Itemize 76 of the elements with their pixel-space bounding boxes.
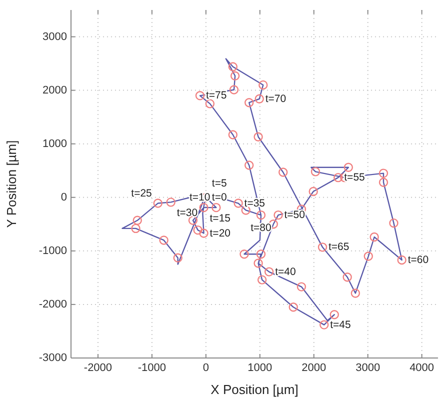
annotation: t=15 xyxy=(210,212,231,225)
x-tick-label: 2000 xyxy=(302,362,326,374)
point xyxy=(256,250,266,259)
point xyxy=(132,216,142,226)
y-tick-label: 2000 xyxy=(42,84,67,96)
annotation: t=20 xyxy=(210,227,231,240)
annotation: t=60 xyxy=(408,254,429,266)
annotation: t=30 xyxy=(176,207,198,220)
y-tick-label: -1000 xyxy=(38,244,67,257)
point xyxy=(228,62,238,72)
point xyxy=(193,225,202,235)
point xyxy=(318,242,328,252)
point xyxy=(254,258,263,268)
point xyxy=(159,236,168,245)
y-tick-label: 3000 xyxy=(42,30,67,43)
point xyxy=(308,186,318,196)
annotation: t=5 xyxy=(212,178,227,190)
point xyxy=(195,91,205,100)
point xyxy=(257,275,267,284)
annotation: t=25 xyxy=(131,187,152,200)
point xyxy=(244,98,254,108)
point xyxy=(278,168,288,177)
point xyxy=(378,168,388,178)
point xyxy=(153,198,162,208)
point xyxy=(256,210,266,220)
point xyxy=(228,130,238,140)
point xyxy=(342,272,352,282)
x-axis-title: X Position [µm] xyxy=(210,382,298,397)
point xyxy=(264,267,274,276)
point xyxy=(254,132,263,142)
point xyxy=(320,320,329,330)
annotation: t=65 xyxy=(328,241,350,254)
point xyxy=(205,99,215,108)
point xyxy=(230,71,240,80)
point xyxy=(199,228,208,238)
point xyxy=(166,198,176,207)
point xyxy=(188,216,198,226)
annotation: t=50 xyxy=(284,209,306,222)
point xyxy=(212,202,221,212)
point xyxy=(234,198,243,208)
y-axis-title: Y Position [µm] xyxy=(4,140,19,228)
x-tick-label: 3000 xyxy=(356,362,380,374)
point xyxy=(364,252,373,261)
x-tick-label: -2000 xyxy=(84,362,112,374)
point xyxy=(131,224,140,234)
point xyxy=(254,94,264,104)
annotation: t=45 xyxy=(330,318,352,331)
point xyxy=(330,310,339,320)
point xyxy=(173,253,182,262)
point xyxy=(288,302,298,312)
point xyxy=(296,282,306,292)
annotation: t=70 xyxy=(265,92,286,105)
x-tick-label: 4000 xyxy=(410,362,434,374)
annotation: t=40 xyxy=(275,266,296,278)
point xyxy=(229,85,239,94)
point xyxy=(397,255,406,265)
point xyxy=(199,202,208,212)
x-tick-label: 0 xyxy=(202,362,209,374)
y-tick-label: 1000 xyxy=(42,138,67,150)
point xyxy=(344,162,354,172)
point xyxy=(258,80,268,90)
y-tick-label: -3000 xyxy=(38,352,67,364)
x-tick-label: 1000 xyxy=(248,362,272,374)
point xyxy=(274,210,283,220)
annotation: t=75 xyxy=(206,90,227,102)
point xyxy=(310,167,320,176)
point xyxy=(389,218,398,228)
point xyxy=(334,172,343,182)
point xyxy=(350,288,360,298)
point xyxy=(240,250,249,259)
point xyxy=(244,160,254,170)
y-tick-label: -2000 xyxy=(38,298,67,310)
point xyxy=(370,232,379,242)
y-tick-label: 0 xyxy=(60,191,67,204)
point xyxy=(378,178,388,187)
x-tick-label: -1000 xyxy=(138,362,166,374)
